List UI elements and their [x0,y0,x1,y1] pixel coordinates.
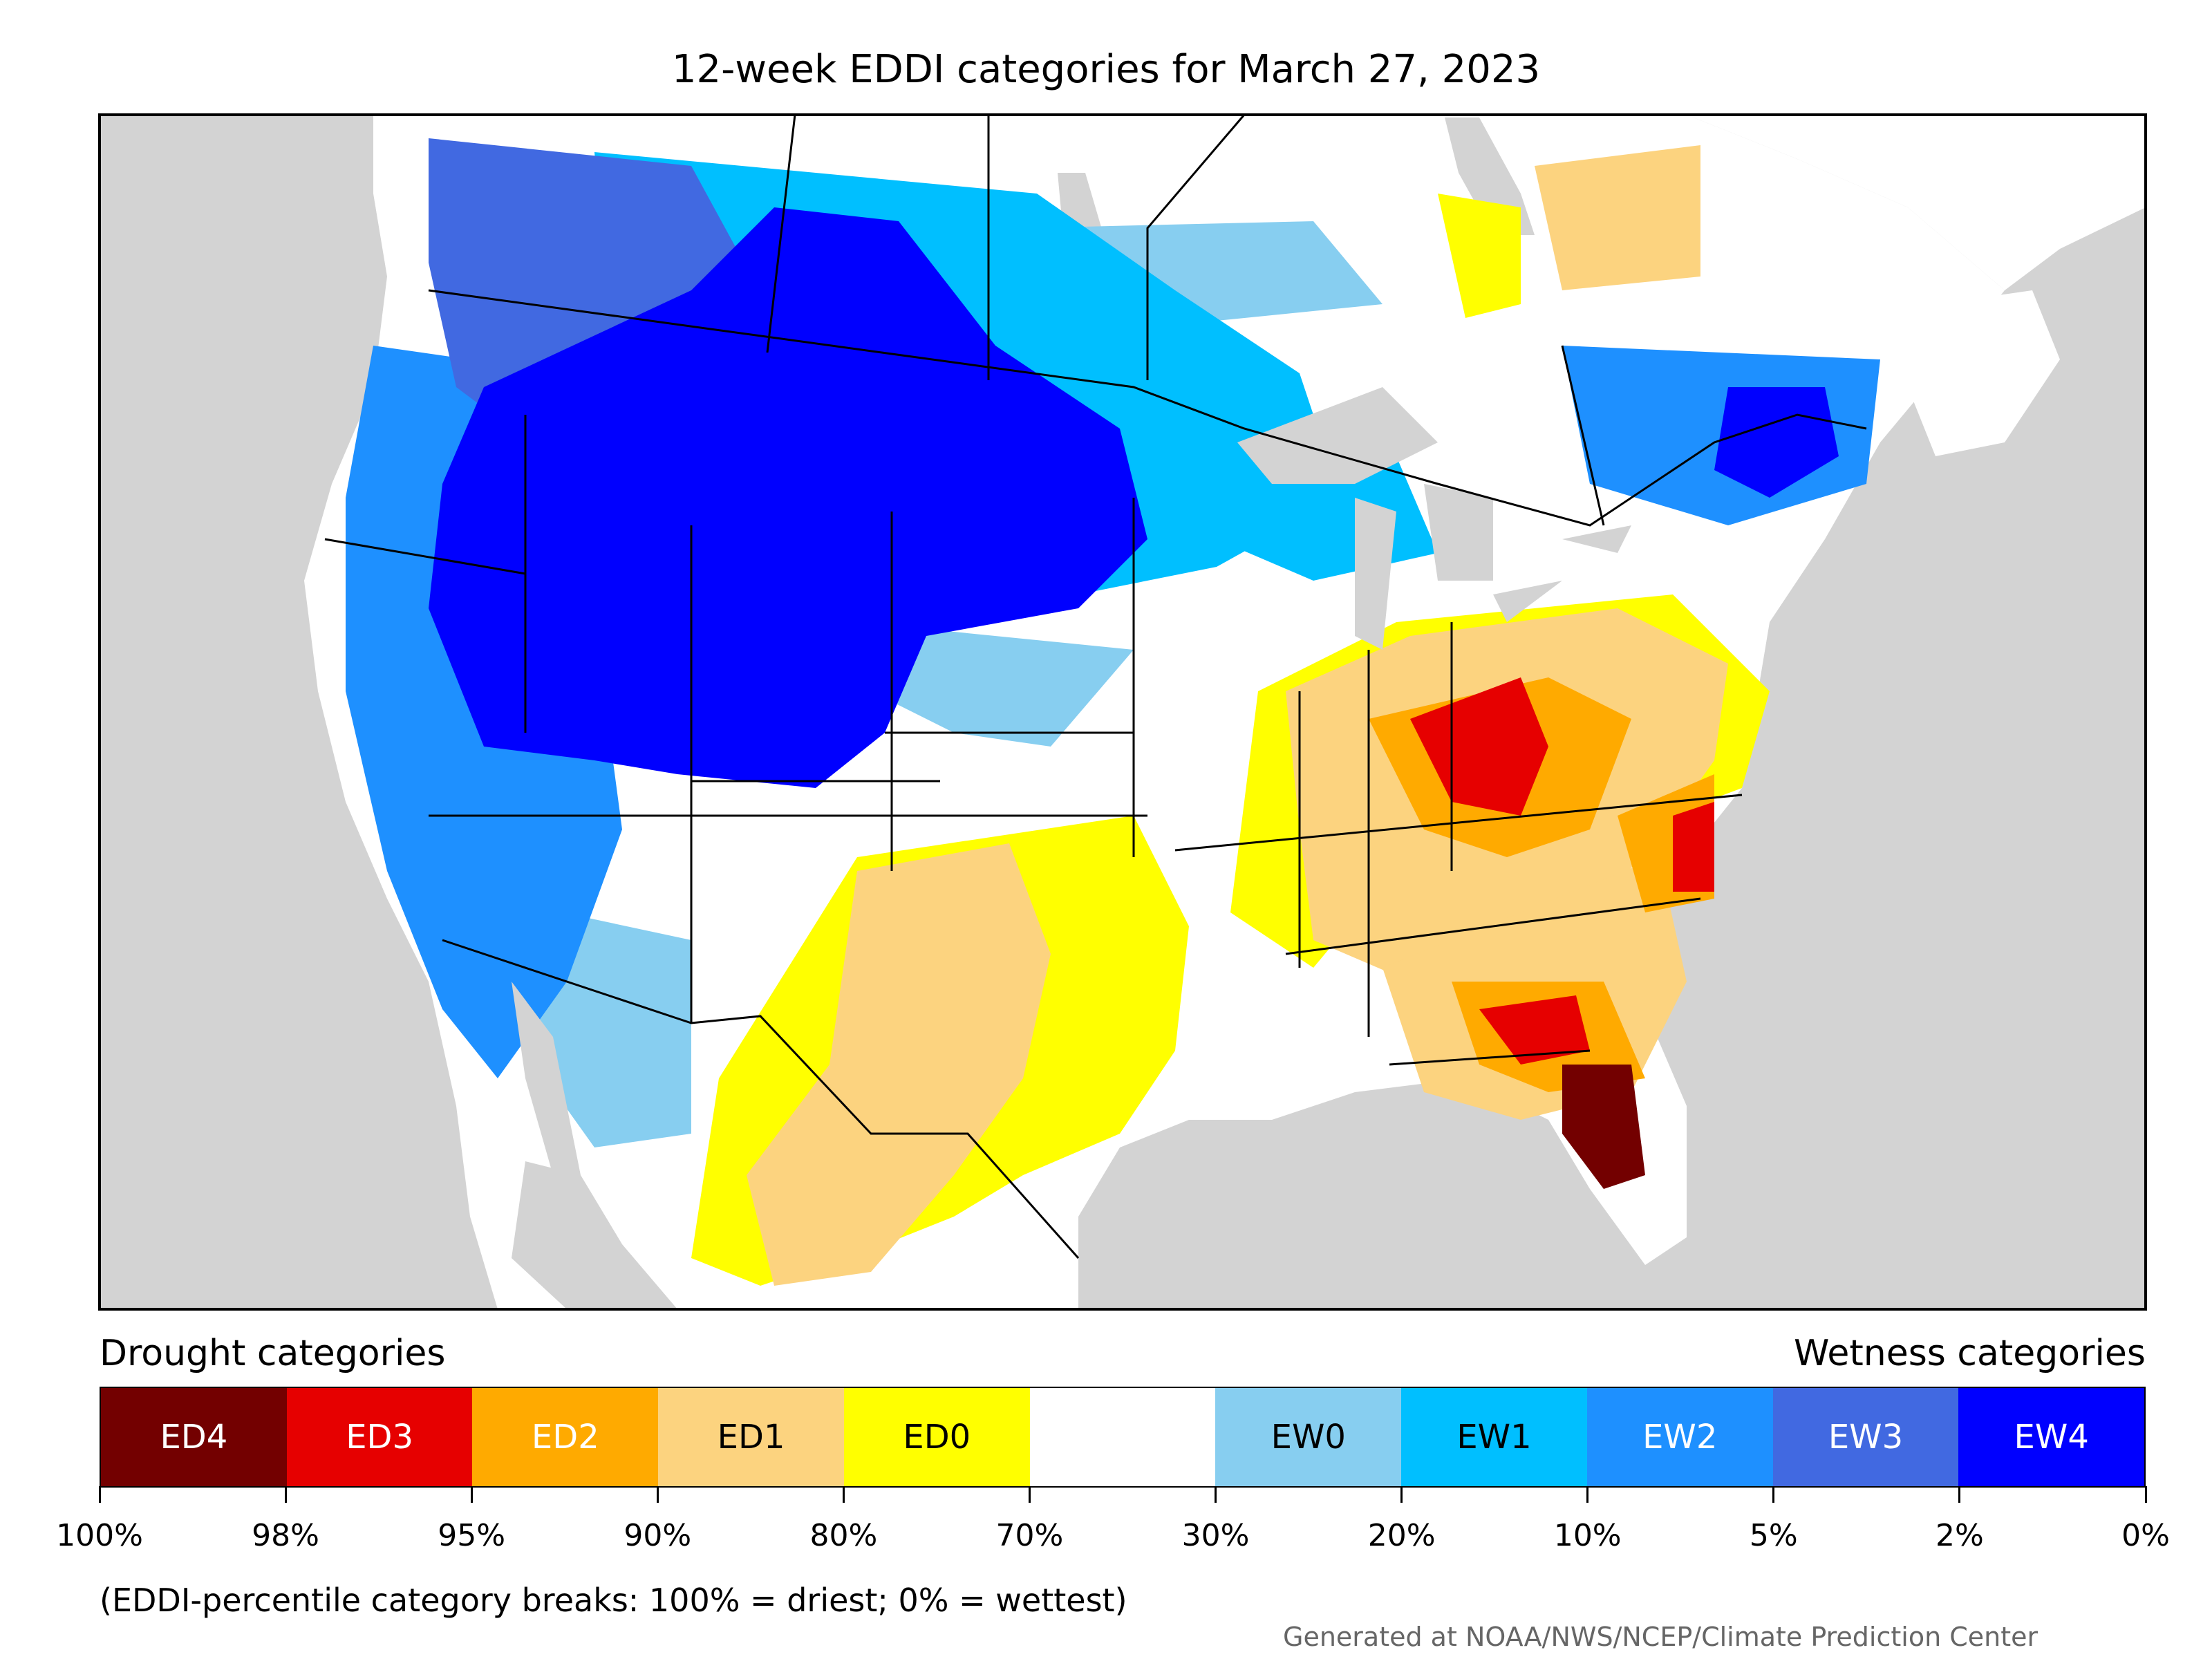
colorbar-tick [1586,1486,1589,1503]
colorbar-tick [1215,1486,1217,1503]
northeast-land [1687,115,2146,290]
region-ew0-plains [857,622,1134,747]
map-title: 12-week EDDI categories for March 27, 20… [671,47,1541,92]
hudson-bay-water [1445,118,1535,235]
colorbar-segment-ew3: EW3 [1772,1388,1959,1486]
colorbar-tick [656,1486,659,1503]
wetness-categories-heading: Wetness categories [1794,1333,2146,1374]
colorbar-tick-label: 98% [252,1518,319,1553]
colorbar-tick-label: 95% [438,1518,506,1553]
great-lakes-water [1237,387,1631,650]
colorbar-tick [1772,1486,1775,1503]
region-ed3-carolina-coast [1673,802,1714,892]
map-frame [98,113,2147,1311]
colorbar-tick-label: 100% [56,1518,143,1553]
colorbar-tick [1958,1486,1961,1503]
colorbar-segment-ew1: EW1 [1401,1388,1587,1486]
category-colorbar: ED4 ED3 ED2 ED1 ED0 EW0 EW1 EW2 EW3 EW4 [100,1387,2146,1488]
colorbar-tick-label: 70% [995,1518,1064,1553]
colorbar-tick [842,1486,845,1503]
colorbar-tick-label: 20% [1367,1518,1436,1553]
colorbar-segment-ed2: ED2 [472,1388,659,1486]
colorbar-tick [2144,1486,2147,1503]
percentile-note: (EDDI-percentile category breaks: 100% =… [100,1582,1127,1619]
canada-province-borders [766,115,1605,526]
colorbar-tick-label: 0% [2121,1518,2170,1553]
region-ew4-northeast [1714,387,1839,498]
us-canada-border [428,289,1867,527]
colorbar-tick-label: 5% [1749,1518,1798,1553]
drought-categories-heading: Drought categories [100,1333,446,1374]
colorbar-ticks [98,1486,2147,1507]
country-state-borders [324,115,1867,1259]
colorbar-tick-label: 30% [1181,1518,1250,1553]
us-mexico-border [442,939,1080,1259]
newfoundland-land [1908,290,2060,456]
colorbar-segment-ed4: ED4 [101,1388,287,1486]
colorbar-tick [1400,1486,1403,1503]
colorbar-tick-label: 90% [624,1518,692,1553]
colorbar-segment-ed1: ED1 [658,1388,844,1486]
colorbar-tick-label: 10% [1553,1518,1622,1553]
colorbar-segment-ed3: ED3 [286,1388,473,1486]
colorbar-tick-label: 2% [1936,1518,1984,1553]
credit-line: Generated at NOAA/NWS/NCEP/Climate Predi… [1283,1622,2038,1652]
region-ed1-quebec [1535,145,1700,290]
colorbar-tick [98,1486,101,1503]
state-border-2 [1174,622,1743,1066]
colorbar-tick [284,1486,287,1503]
colorbar-segment-neutral [1029,1388,1216,1486]
region-ew4-rockies [429,207,1147,788]
region-ed3-kentucky [1410,677,1548,816]
colorbar-tick-label: 80% [809,1518,878,1553]
colorbar-segment-ed0: ED0 [843,1388,1030,1486]
colorbar-segment-ew4: EW4 [1958,1388,2145,1486]
colorbar-segment-ew0: EW0 [1215,1388,1402,1486]
colorbar-tick [470,1486,473,1503]
colorbar-tick [1028,1486,1031,1503]
colorbar-segment-ew2: EW2 [1586,1388,1773,1486]
state-border-1 [324,415,1147,1023]
region-ed1-texas [747,843,1051,1286]
region-ed3-georgia [1479,995,1590,1065]
region-ed0-canada [1438,194,1521,318]
gulf-of-california-water [512,982,581,1175]
region-ed4-florida [1562,1065,1645,1189]
